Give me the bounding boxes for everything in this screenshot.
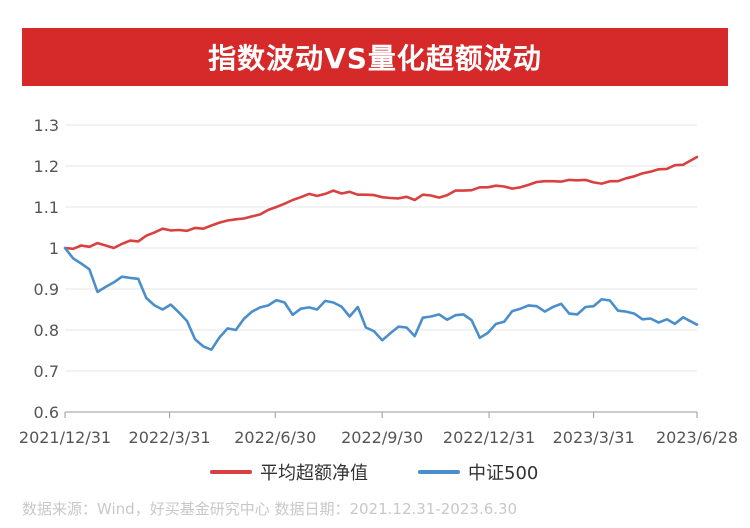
y-tick-label: 1.3 [34, 116, 59, 135]
series-line-1 [63, 246, 699, 352]
y-axis: 0.6 0.7 0.8 0.9 1 1.1 1.2 1.3 [34, 116, 59, 422]
y-tick-label: 1 [49, 239, 59, 258]
chart-title: 指数波动VS量化超额波动 [208, 42, 542, 75]
legend-label-0: 平均超额净值 [260, 463, 368, 484]
x-tick-label: 2023/6/28 [656, 428, 738, 447]
y-tick-label: 0.8 [34, 321, 59, 340]
x-tick-label: 2023/3/31 [553, 428, 635, 447]
grid-layer [65, 124, 697, 413]
y-tick-label: 0.7 [34, 362, 59, 381]
legend-label-1: 中证500 [468, 463, 538, 484]
x-tick-label: 2022/12/31 [443, 428, 535, 447]
x-axis: 2021/12/31 2022/3/31 2022/6/30 2022/9/30 202… [19, 412, 738, 447]
y-tick-label: 0.6 [34, 403, 59, 422]
x-tick-label: 2022/3/31 [129, 428, 211, 447]
title-banner: 指数波动VS量化超额波动 [22, 28, 728, 86]
y-tick-label: 0.9 [34, 280, 59, 299]
x-tick-label: 2021/12/31 [19, 428, 111, 447]
legend: 平均超额净值 中证500 [210, 463, 538, 484]
y-tick-label: 1.1 [34, 198, 59, 217]
y-tick-label: 1.2 [34, 157, 59, 176]
series-layer [63, 155, 699, 352]
x-tick-label: 2022/6/30 [234, 428, 316, 447]
series-line-0 [63, 155, 699, 251]
source-note: 数据来源：Wind，好买基金研究中心 数据日期：2021.12.31-2023.… [22, 500, 518, 518]
x-tick-label: 2022/9/30 [341, 428, 423, 447]
